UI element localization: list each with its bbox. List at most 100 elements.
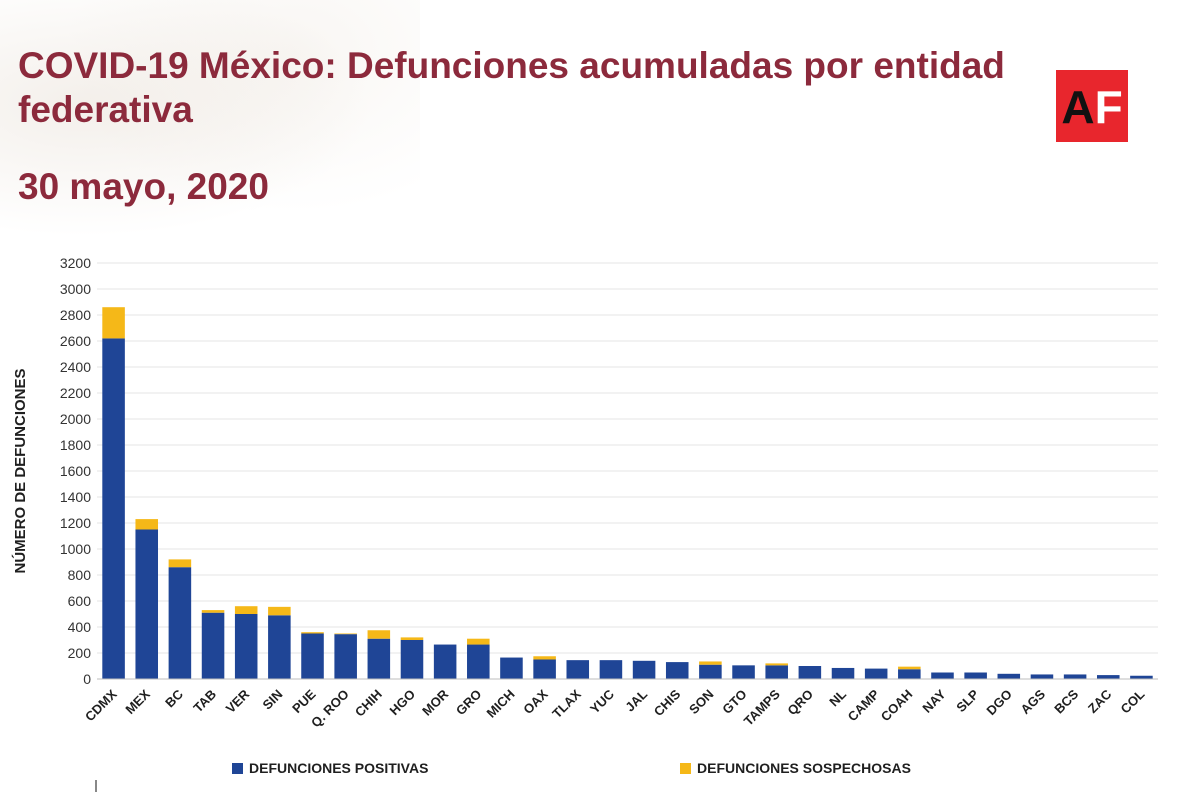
bar-suspected [234,606,258,614]
x-tick-label: SON [686,687,717,718]
x-tick-label: TLAX [549,686,584,721]
legend-label-positive: DEFUNCIONES POSITIVAS [249,760,429,776]
bar-positive [898,669,921,679]
bar-suspected [533,656,556,660]
bar-positive [433,644,457,679]
bar-positive [732,665,755,679]
bar-positive [1030,674,1054,679]
bar-suspected [367,630,391,639]
bar-positive [467,644,490,679]
x-tick-label: CAMP [845,686,883,724]
x-tick-label: NL [826,686,849,709]
title-line-1: COVID-19 México: Defunciones acumuladas … [18,45,1005,86]
bar-positive [997,673,1021,679]
x-tick-label: SIN [260,687,286,713]
bar-positive [500,657,523,679]
x-tick-label: COAH [878,687,916,725]
bar-positive [831,667,855,679]
x-tick-label: OAX [520,686,551,717]
bar-positive [765,665,788,679]
x-tick-label: QRO [784,687,816,719]
x-tick-label: DGO [983,687,1015,719]
x-tick-label: MICH [483,687,517,721]
x-tick-label: JAL [622,686,650,714]
x-tick-label: NAY [919,686,948,715]
y-tick-label: 1800 [60,437,91,453]
bar-suspected [201,610,225,613]
bar-positive [931,672,954,679]
af-logo-mark: AF [1061,83,1122,129]
y-tick-label: 200 [68,645,92,661]
bar-positive [1063,674,1087,679]
logo-a-letter: AF [1061,83,1122,129]
bar-positive [135,529,159,679]
y-tick-label: 1000 [60,541,91,557]
bar-suspected [102,307,125,339]
bar-suspected [898,666,921,670]
bar-positive [1096,675,1120,679]
bar-suspected [168,559,192,568]
legend-swatch-suspected [680,762,691,774]
y-tick-label: 3000 [60,281,91,297]
bar-positive [599,660,623,679]
bar-suspected [301,632,324,634]
y-tick-label: 600 [68,593,92,609]
page-title: COVID-19 México: Defunciones acumuladas … [18,44,1198,132]
bar-suspected [135,519,159,530]
x-tick-label: ZAC [1085,686,1115,716]
bar-positive [533,659,556,679]
x-tick-label: CHIH [352,687,385,720]
x-tick-label: CDMX [82,686,120,724]
bar-positive [102,338,125,679]
y-tick-label: 400 [68,619,92,635]
y-axis-label: NÚMERO DE DEFUNCIONES [11,368,29,573]
y-tick-label: 2200 [60,385,91,401]
y-tick-label: 2000 [60,411,91,427]
bar-chart: 0 200 400 600 800 1000 1200 1400 1600 1800 2000 220… [11,255,1158,730]
divider-mark [95,780,97,792]
bar-suspected [268,606,291,616]
bar-positive [1130,675,1153,679]
y-tick-label: 1400 [60,489,91,505]
bar-positive [268,615,291,679]
bar-positive [367,638,391,679]
bar-positive [201,612,225,679]
bar-positive [699,664,722,679]
legend-item-suspected: DEFUNCIONES SOSPECHOSAS [680,760,911,776]
bar-suspected [400,637,424,640]
bar-suspected [699,661,722,665]
x-tick-label: YUC [587,686,617,716]
x-tick-label: MEX [122,686,153,717]
x-tick-label: AGS [1018,686,1049,717]
x-tick-label: BC [162,686,186,710]
bar-positive [234,614,258,679]
title-line-2: federativa [18,89,193,130]
bar-positive [798,666,822,679]
y-tick-label: 2400 [60,359,91,375]
x-tick-label: TAMPS [741,686,783,728]
x-tick-label: SLP [953,686,982,715]
x-tick-label: GRO [453,687,485,719]
y-tick-label: 1600 [60,463,91,479]
bar-positive [864,668,888,679]
x-tick-label: MOR [419,686,451,718]
bar-positive [301,633,324,679]
y-tick-label: 3200 [60,255,91,271]
y-tick-label: 2600 [60,333,91,349]
x-tick-label: BCS [1051,686,1081,716]
x-tick-label: TAB [190,687,219,716]
legend-label-suspected: DEFUNCIONES SOSPECHOSAS [697,760,911,776]
bar-positive [665,662,689,679]
bar-positive [168,567,192,679]
legend-swatch-positive [232,762,243,774]
x-tick-label: VER [223,686,253,716]
x-tick-label: HGO [387,687,419,719]
x-tick-label: CHIS [651,686,684,719]
y-tick-label: 800 [68,567,92,583]
x-tick-label: COL [1118,686,1148,716]
legend-item-positive: DEFUNCIONES POSITIVAS [232,760,428,776]
af-logo: AF [1056,70,1128,142]
bar-suspected [467,638,490,645]
x-tick-label: PUE [289,686,319,716]
bar-suspected [765,663,788,666]
